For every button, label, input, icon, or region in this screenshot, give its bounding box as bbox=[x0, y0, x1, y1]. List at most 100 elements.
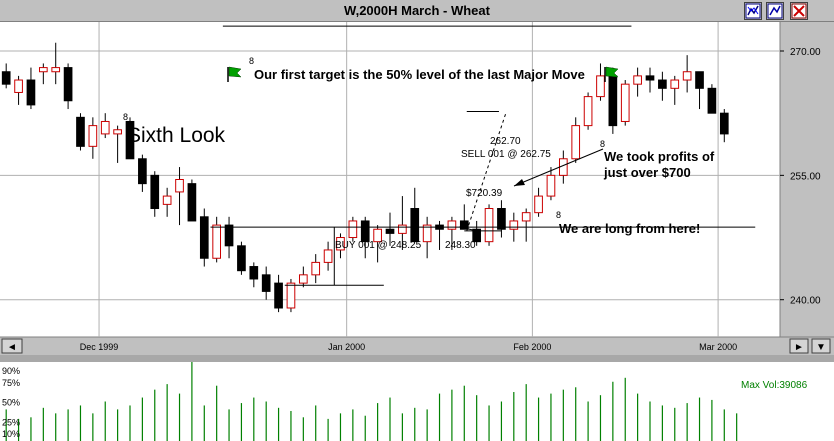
candle-body-up bbox=[546, 174, 556, 197]
time-axis-bar bbox=[0, 337, 834, 355]
candle-body-up bbox=[311, 261, 321, 276]
candle-body-up bbox=[398, 224, 407, 234]
pane-divider bbox=[0, 355, 834, 362]
candle-body-down bbox=[76, 116, 85, 147]
scroll-right-button-frame[interactable] bbox=[789, 338, 809, 354]
candle-body-up bbox=[670, 79, 680, 89]
candle-body-down bbox=[707, 87, 717, 114]
time-axis: Dec 1999 Jan 2000 Feb 2000 Mar 2000 bbox=[80, 342, 737, 352]
scroll-left-arrow: ◄ bbox=[7, 342, 17, 353]
candle-body-down bbox=[472, 228, 482, 243]
candle-body-up bbox=[596, 75, 605, 98]
candle bbox=[138, 154, 147, 192]
profit-arrow-head bbox=[514, 179, 525, 186]
candle-body-up bbox=[38, 67, 48, 73]
scroll-right-button[interactable]: ► bbox=[789, 338, 809, 354]
candle bbox=[583, 92, 593, 130]
scroll-down-button-frame[interactable] bbox=[811, 338, 831, 354]
volume-tick-label: 75% bbox=[2, 378, 20, 388]
chart-mode-icon[interactable] bbox=[744, 2, 762, 20]
candle-body-up bbox=[583, 96, 593, 127]
candle bbox=[1, 63, 11, 89]
candle-body-down bbox=[658, 79, 667, 89]
candle-body-down bbox=[459, 220, 469, 230]
buy-order-label: BUY 001 @ 248.25 bbox=[335, 240, 422, 251]
sell-price-label: 262.70 bbox=[490, 136, 521, 147]
candle bbox=[422, 216, 432, 259]
candle-body-up bbox=[484, 208, 494, 243]
time-tick-label: Mar 2000 bbox=[699, 342, 737, 352]
price-axis: 270.00 255.00 240.00 bbox=[780, 47, 821, 307]
long-note: We are long from here! bbox=[559, 221, 700, 236]
candle-body-down bbox=[249, 266, 259, 280]
candle-body-down bbox=[237, 245, 246, 272]
candle bbox=[125, 117, 135, 160]
scroll-down-button[interactable]: ▼ bbox=[811, 338, 831, 354]
chart-zoom-icon[interactable] bbox=[766, 2, 784, 20]
candle bbox=[459, 204, 469, 230]
candle-body-up bbox=[51, 67, 61, 73]
candles bbox=[1, 42, 729, 313]
volume-tick-label: 50% bbox=[2, 398, 20, 408]
candle-body-up bbox=[100, 120, 110, 135]
candle bbox=[76, 113, 85, 151]
candle bbox=[447, 216, 457, 250]
candle-body-down bbox=[360, 220, 370, 243]
flag-icon bbox=[227, 66, 242, 82]
candle-body-up bbox=[175, 179, 184, 193]
profit-note-line-2: just over $700 bbox=[603, 165, 691, 180]
candle bbox=[286, 278, 296, 313]
candle-body-down bbox=[261, 274, 271, 292]
sell-order-label: SELL 001 @ 262.75 bbox=[461, 149, 551, 160]
candle bbox=[162, 187, 172, 217]
time-tick-label: Feb 2000 bbox=[513, 342, 551, 352]
close-icon[interactable] bbox=[790, 2, 808, 20]
scroll-left-button[interactable]: ◄ bbox=[1, 338, 23, 354]
candle bbox=[336, 233, 345, 259]
candle bbox=[534, 187, 543, 217]
scroll-left-button-frame[interactable] bbox=[1, 338, 23, 354]
candle-body-up bbox=[633, 75, 642, 85]
flag-icon bbox=[604, 66, 619, 82]
candle bbox=[608, 67, 618, 134]
candle bbox=[670, 75, 680, 105]
candle-body-up bbox=[348, 220, 358, 239]
trade-dashed-line bbox=[466, 111, 507, 232]
candle-body-down bbox=[63, 67, 73, 102]
volume-tick-label: 10% bbox=[2, 429, 20, 439]
profit-amount-label: $720.39 bbox=[466, 188, 503, 199]
candle bbox=[596, 63, 605, 101]
price-axis-panel bbox=[780, 22, 834, 337]
candle-body-up bbox=[571, 125, 581, 160]
candle bbox=[237, 241, 246, 275]
flag-glyph-profit: 8 bbox=[600, 139, 605, 149]
volume-axis: 90% 75% 50% 25% 10% bbox=[2, 366, 20, 439]
candle-body-up bbox=[509, 220, 519, 230]
volume-bars bbox=[5, 362, 738, 441]
candle bbox=[100, 113, 110, 139]
candle bbox=[113, 125, 122, 163]
candle-body-down bbox=[125, 120, 135, 160]
candle-body-up bbox=[88, 125, 98, 147]
candle bbox=[633, 67, 642, 97]
price-tick-label: 255.00 bbox=[790, 171, 821, 182]
price-chart: ◄ ► ▼ 270.00 255.00 240.00 Dec 1999 Jan 200… bbox=[0, 22, 834, 441]
candle bbox=[187, 179, 197, 222]
candle bbox=[695, 71, 704, 110]
candle-body-up bbox=[162, 195, 172, 205]
max-volume-label: Max Vol:39086 bbox=[741, 380, 808, 391]
scroll-right-arrow: ► bbox=[794, 342, 804, 353]
candle bbox=[14, 75, 23, 105]
candle-body-up bbox=[620, 83, 630, 122]
candle bbox=[410, 187, 420, 243]
candle bbox=[546, 167, 556, 201]
candle bbox=[435, 220, 444, 250]
candle bbox=[88, 117, 98, 159]
flag-glyph-sixth-look: 8 bbox=[123, 112, 128, 122]
candle bbox=[398, 196, 407, 250]
volume-pane bbox=[0, 362, 834, 441]
candle-body-down bbox=[187, 183, 197, 222]
candle bbox=[212, 216, 222, 263]
window-title: W,2000H March - Wheat bbox=[344, 3, 490, 18]
